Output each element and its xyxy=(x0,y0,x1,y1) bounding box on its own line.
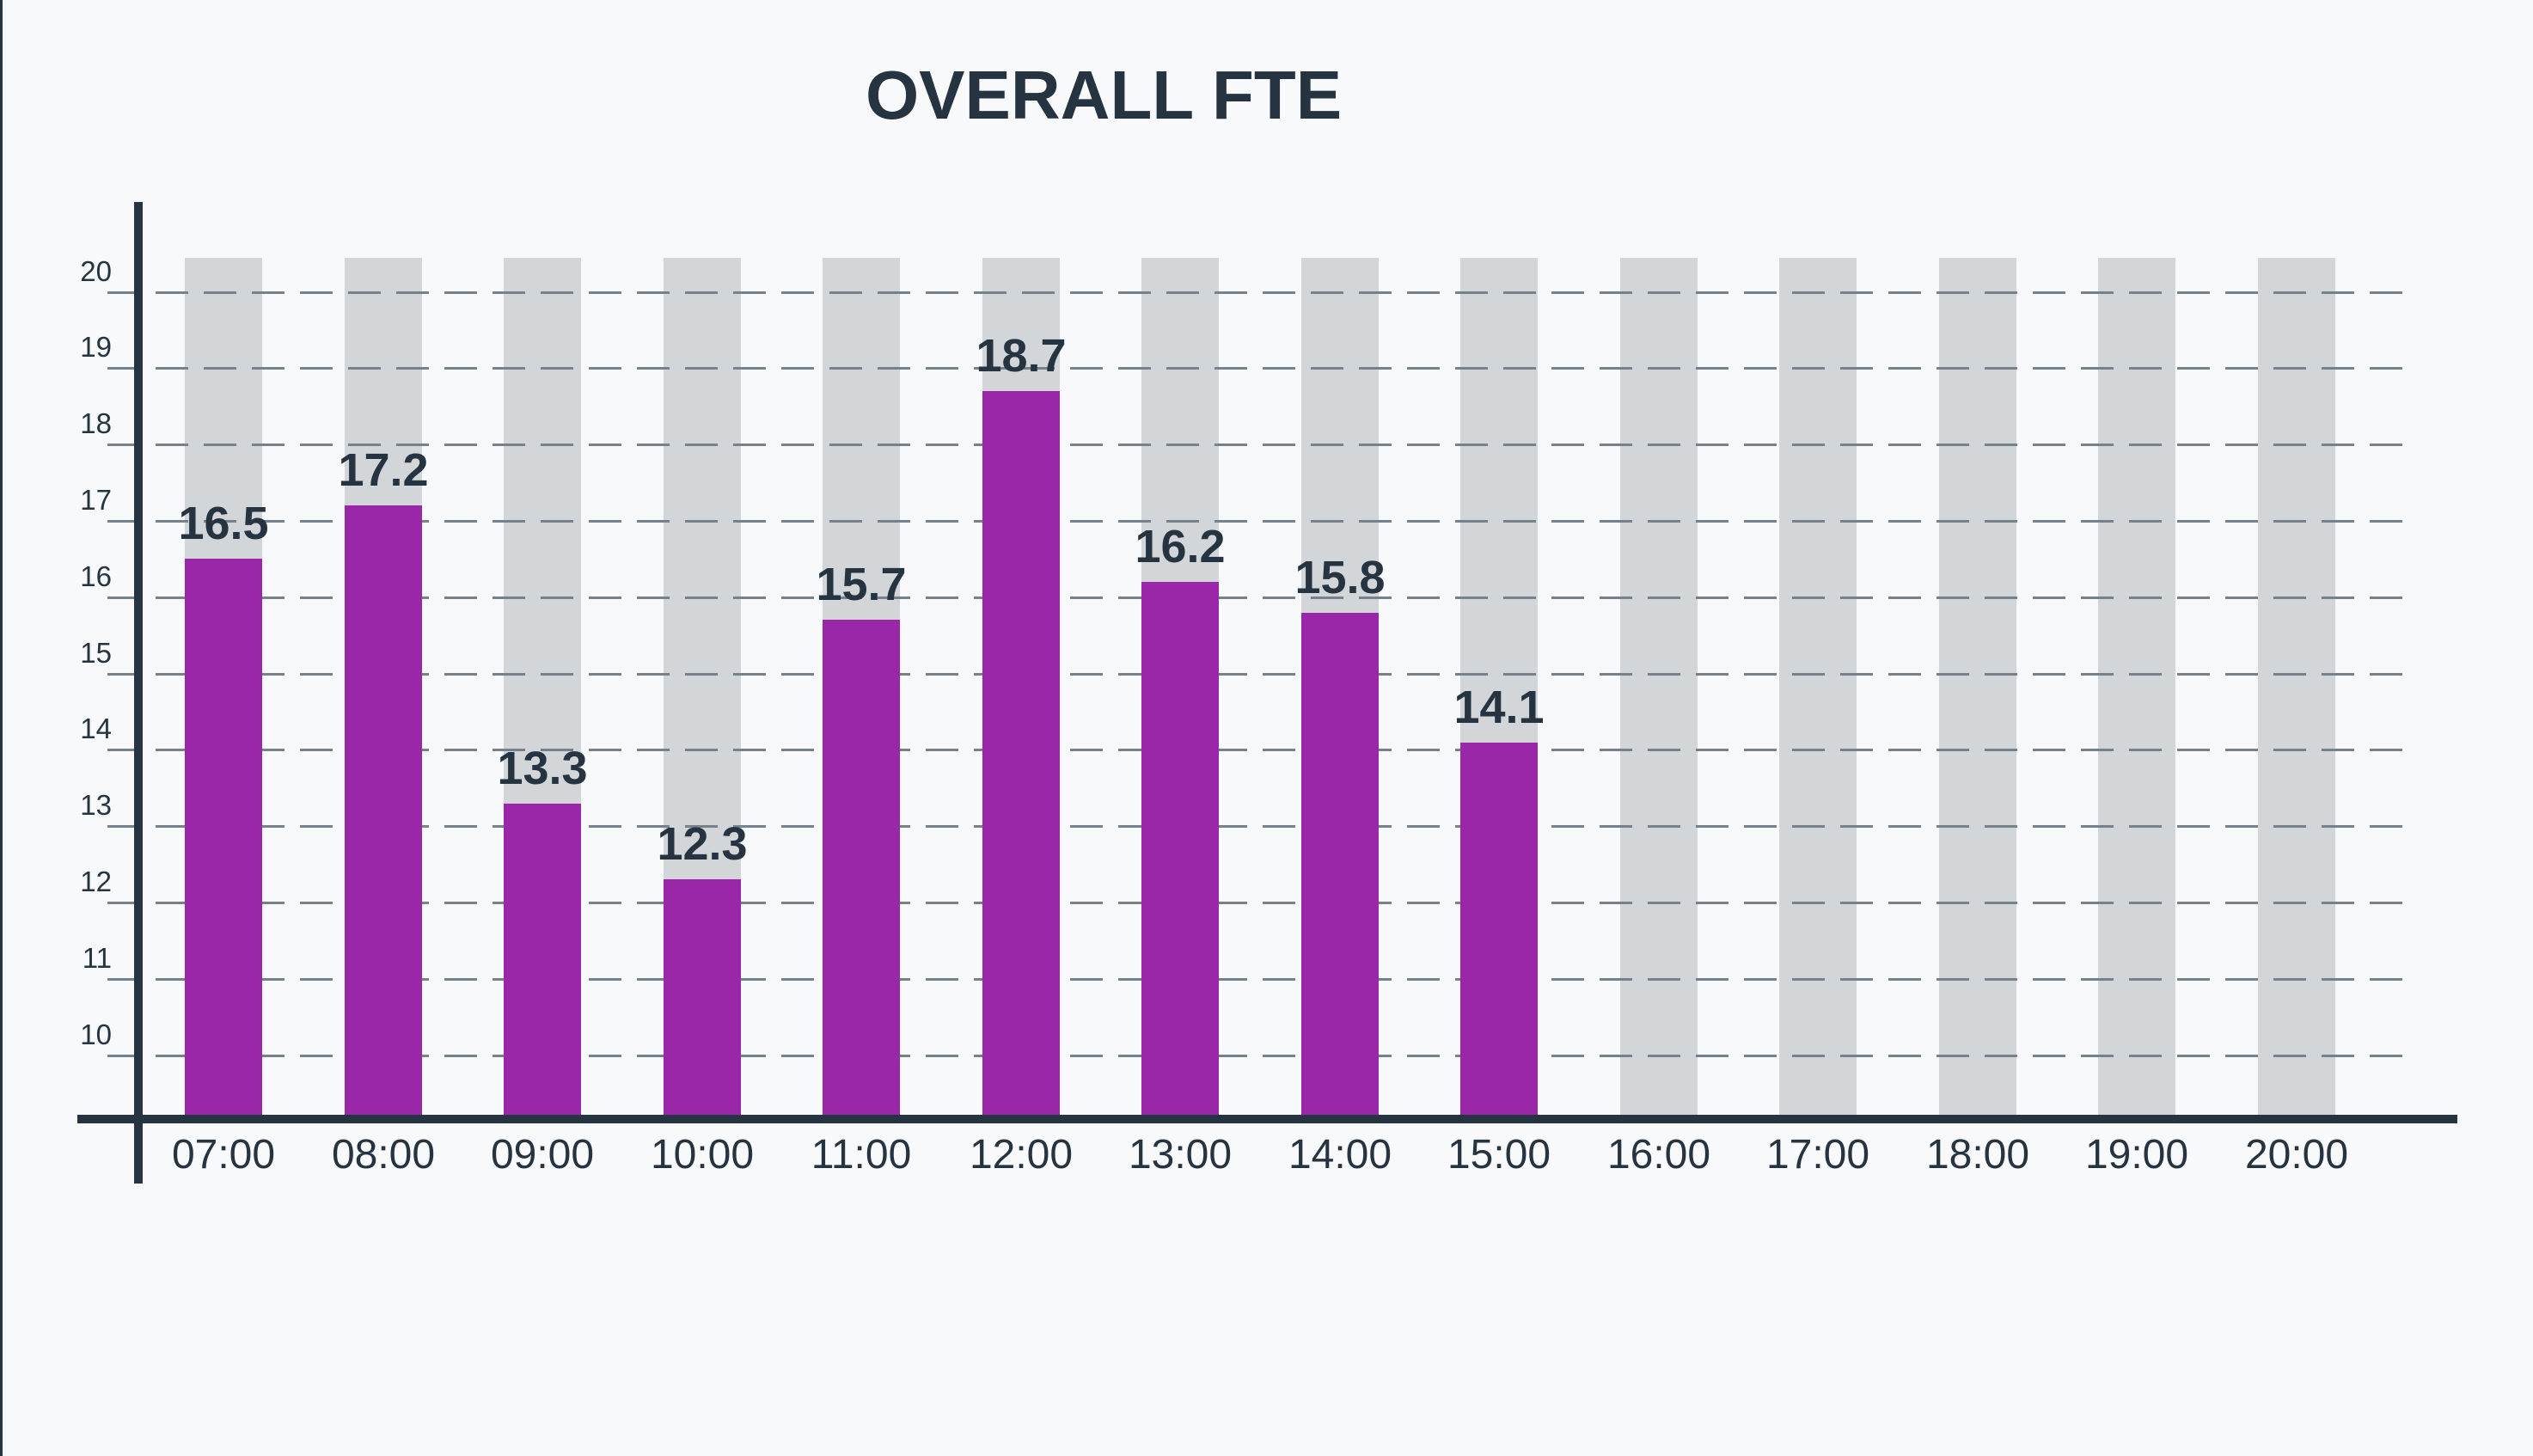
gridline xyxy=(107,444,2407,446)
x-tick-label: 14:00 xyxy=(1288,1132,1392,1178)
bar-value-label: 15.8 xyxy=(1294,552,1386,603)
x-tick-label: 16:00 xyxy=(1606,1132,1711,1178)
x-tick-label: 12:00 xyxy=(969,1132,1074,1178)
background-bar xyxy=(2098,258,2175,1115)
bar-value-label: 12.3 xyxy=(657,818,748,870)
x-tick-label: 17:00 xyxy=(1765,1132,1870,1178)
x-tick-label: 20:00 xyxy=(2244,1132,2349,1178)
bar-value-label: 16.2 xyxy=(1135,521,1226,572)
y-tick-label: 12 xyxy=(80,866,112,897)
gridline xyxy=(107,367,2407,370)
x-tick-label: 18:00 xyxy=(1925,1132,2030,1178)
y-tick-label: 17 xyxy=(80,484,112,516)
x-tick-label: 15:00 xyxy=(1447,1132,1551,1178)
background-bar xyxy=(1939,258,2016,1115)
x-tick-label: 09:00 xyxy=(490,1132,595,1178)
bar-value-label: 13.3 xyxy=(497,743,588,794)
y-tick-label: 18 xyxy=(80,407,112,439)
y-tick-label: 16 xyxy=(80,560,112,592)
y-tick-label: 20 xyxy=(80,255,112,287)
y-tick-label: 19 xyxy=(80,331,112,363)
gridline xyxy=(107,749,2407,751)
screen-left-edge-line xyxy=(0,0,3,1456)
x-tick-label: 19:00 xyxy=(2084,1132,2189,1178)
gridline xyxy=(107,902,2407,904)
gridline xyxy=(107,978,2407,981)
bar-value-label: 17.2 xyxy=(338,444,429,496)
x-tick-label: 10:00 xyxy=(650,1132,755,1178)
bar-value-label: 15.7 xyxy=(816,559,907,610)
value-bar xyxy=(1460,743,1538,1115)
bar-value-label: 14.1 xyxy=(1453,682,1545,733)
value-bar xyxy=(1141,582,1219,1115)
bar-value-label: 16.5 xyxy=(178,498,269,549)
value-bar xyxy=(1301,613,1379,1115)
gridline xyxy=(107,825,2407,828)
x-tick-label: 07:00 xyxy=(171,1132,276,1178)
y-tick-label: 11 xyxy=(82,942,112,974)
gridline xyxy=(107,291,2407,294)
x-tick-label: 13:00 xyxy=(1128,1132,1233,1178)
value-bar xyxy=(504,804,581,1115)
background-bar xyxy=(1620,258,1698,1115)
bar-value-label: 18.7 xyxy=(976,330,1067,382)
background-bar xyxy=(1779,258,1857,1115)
y-tick-label: 13 xyxy=(80,789,112,821)
value-bar xyxy=(823,620,900,1115)
value-bar xyxy=(345,505,422,1115)
y-axis-line xyxy=(134,202,143,1184)
background-bar xyxy=(2258,258,2335,1115)
y-tick-label: 10 xyxy=(80,1019,112,1050)
value-bar xyxy=(982,391,1060,1115)
x-tick-label: 08:00 xyxy=(331,1132,436,1178)
value-bar xyxy=(664,879,741,1115)
y-tick-label: 15 xyxy=(80,637,112,669)
gridline xyxy=(107,596,2407,599)
gridline xyxy=(107,520,2407,523)
x-axis-line xyxy=(77,1115,2457,1123)
gridline xyxy=(107,673,2407,676)
x-tick-label: 11:00 xyxy=(811,1132,912,1178)
y-tick-label: 14 xyxy=(80,713,112,744)
chart-title: OVERALL FTE xyxy=(865,57,1343,133)
gridline xyxy=(107,1055,2407,1057)
value-bar xyxy=(185,559,262,1115)
